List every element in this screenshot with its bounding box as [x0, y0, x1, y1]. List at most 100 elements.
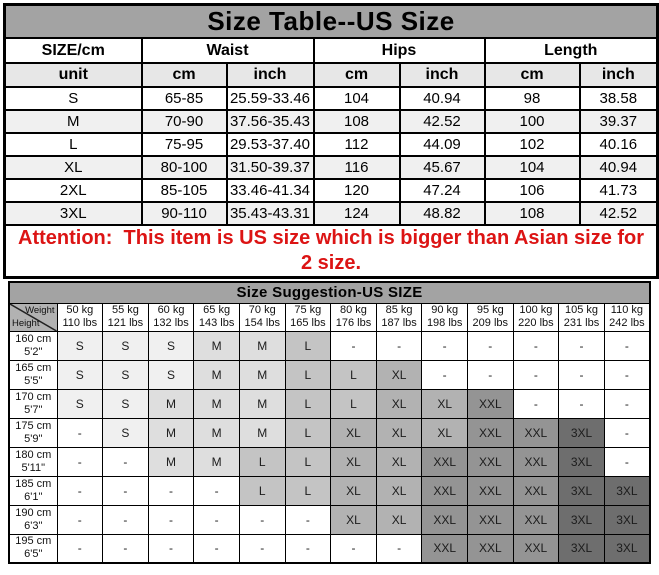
suggested-size-cell: XL [375, 359, 423, 390]
size-table-row-2XL: 2XL 85-105 33.46-41.34 120 47.24 106 41.73 [3, 178, 659, 203]
height-cm-label: 195 cm [15, 535, 52, 548]
size-label-cell: L [3, 132, 143, 157]
suggested-size-cell: XXL [421, 475, 468, 506]
weight-kg-label: 55 kg [111, 304, 139, 316]
suggested-size-cell: S [56, 359, 104, 390]
suggested-size-cell: XXL [512, 417, 560, 448]
empty-size-cell: - [466, 359, 514, 390]
unit-cell: cm [312, 62, 401, 88]
suggested-size-cell: L [284, 359, 332, 390]
measurement-cell: 108 [312, 109, 401, 134]
measurement-cell: 120 [312, 178, 401, 203]
empty-size-cell: - [375, 533, 423, 564]
height-ft-label: 5'2" [24, 345, 43, 358]
measurement-cell: 35.43-43.31 [225, 201, 315, 226]
suggested-size-cell: XL [375, 504, 423, 535]
suggested-size-cell: XXL [466, 417, 514, 448]
size-suggestion-table: Size Suggestion-US SIZE Weight Height 50… [8, 281, 651, 564]
suggested-size-cell: XL [330, 475, 377, 506]
empty-size-cell: - [102, 533, 149, 564]
weight-lbs-label: 121 lbs [107, 317, 144, 329]
suggested-size-cell: M [147, 388, 195, 419]
measurement-cell: 100 [483, 109, 581, 134]
empty-size-cell: - [330, 533, 377, 564]
weight-lbs-label: 220 lbs [518, 317, 554, 329]
suggested-size-cell: M [193, 388, 240, 419]
suggested-size-cell: XXL [512, 533, 560, 564]
size-table-title-row: Size Table--US Size [3, 3, 659, 39]
weight-kg-label: 50 kg [66, 304, 94, 316]
suggested-size-cell: L [284, 417, 332, 448]
weight-header-cell: 65 kg 143 lbs [193, 302, 240, 332]
weight-lbs-label: 165 lbs [290, 317, 326, 329]
measurement-cell: 40.94 [578, 155, 659, 180]
measurement-cell: 31.50-39.37 [225, 155, 315, 180]
col-header-length: Length [483, 37, 659, 64]
empty-size-cell: - [558, 388, 605, 419]
col-header-hips: Hips [312, 37, 486, 64]
size-table-group-header-row: SIZE/cm Waist Hips Length [3, 37, 659, 64]
weight-lbs-label: 176 lbs [335, 317, 372, 329]
suggested-size-cell: S [102, 388, 149, 419]
suggested-size-cell: M [193, 330, 240, 361]
weight-lbs-label: 231 lbs [563, 317, 600, 329]
suggested-size-cell: XL [330, 446, 377, 477]
height-cm-label: 170 cm [15, 390, 52, 403]
empty-size-cell: - [193, 504, 240, 535]
suggested-size-cell: L [284, 330, 332, 361]
suggested-size-cell: L [284, 475, 332, 506]
unit-cell: cm [140, 62, 228, 88]
measurement-cell: 65-85 [140, 86, 228, 111]
unit-cell: cm [483, 62, 581, 88]
measurement-cell: 108 [483, 201, 581, 226]
empty-size-cell: - [330, 330, 377, 361]
measurement-cell: 45.67 [398, 155, 486, 180]
measurement-cell: 38.58 [578, 86, 659, 111]
suggestion-row-190cm: 190 cm 6'3" - - - - - - XL XL XXL XXL XXL 3XL 3XL [8, 504, 651, 535]
weight-header-cell: 50 kg 110 lbs [56, 302, 104, 332]
suggested-size-cell: 3XL [558, 533, 605, 564]
suggestion-row-165cm: 165 cm 5'5" S S S M M L L XL - - - - - [8, 359, 651, 390]
measurement-cell: 112 [312, 132, 401, 157]
weight-lbs-label: 209 lbs [472, 317, 509, 329]
weight-kg-label: 60 kg [157, 304, 185, 316]
suggested-size-cell: XL [330, 504, 377, 535]
empty-size-cell: - [421, 330, 468, 361]
suggested-size-cell: M [238, 359, 286, 390]
suggested-size-cell: L [330, 359, 377, 390]
empty-size-cell: - [147, 533, 195, 564]
height-ft-label: 5'5" [24, 374, 43, 387]
size-table-row-XL: XL 80-100 31.50-39.37 116 45.67 104 40.94 [3, 155, 659, 180]
suggested-size-cell: XXL [466, 533, 514, 564]
measurement-cell: 40.16 [578, 132, 659, 157]
size-label-cell: S [3, 86, 143, 111]
suggested-size-cell: XXL [421, 504, 468, 535]
measurement-cell: 98 [483, 86, 581, 111]
height-header-cell: 175 cm 5'9" [8, 417, 58, 448]
weight-header-cell: 95 kg 209 lbs [466, 302, 514, 332]
suggested-size-cell: S [102, 359, 149, 390]
weight-lbs-label: 143 lbs [198, 317, 235, 329]
unit-cell: inch [578, 62, 659, 88]
measurement-cell: 104 [312, 86, 401, 111]
height-ft-label: 6'1" [24, 490, 43, 503]
suggested-size-cell: 3XL [558, 504, 605, 535]
height-header-cell: 195 cm 6'5" [8, 533, 58, 564]
height-cm-label: 190 cm [15, 506, 52, 519]
size-label-cell: XL [3, 155, 143, 180]
suggested-size-cell: XL [375, 417, 423, 448]
height-cm-label: 175 cm [15, 419, 52, 432]
empty-size-cell: - [193, 475, 240, 506]
suggestion-title-row: Size Suggestion-US SIZE [8, 281, 651, 304]
weight-kg-label: 100 kg [519, 304, 553, 316]
size-label-cell: M [3, 109, 143, 134]
measurement-cell: 42.52 [398, 109, 486, 134]
weight-kg-label: 70 kg [248, 304, 276, 316]
weight-lbs-label: 187 lbs [381, 317, 417, 329]
suggested-size-cell: XXL [512, 475, 560, 506]
suggestion-row-195cm: 195 cm 6'5" - - - - - - - - XXL XXL XXL 3XL 3XL [8, 533, 651, 564]
weight-lbs-label: 198 lbs [426, 317, 463, 329]
measurement-cell: 124 [312, 201, 401, 226]
measurement-cell: 116 [312, 155, 401, 180]
weight-header-cell: 55 kg 121 lbs [102, 302, 149, 332]
